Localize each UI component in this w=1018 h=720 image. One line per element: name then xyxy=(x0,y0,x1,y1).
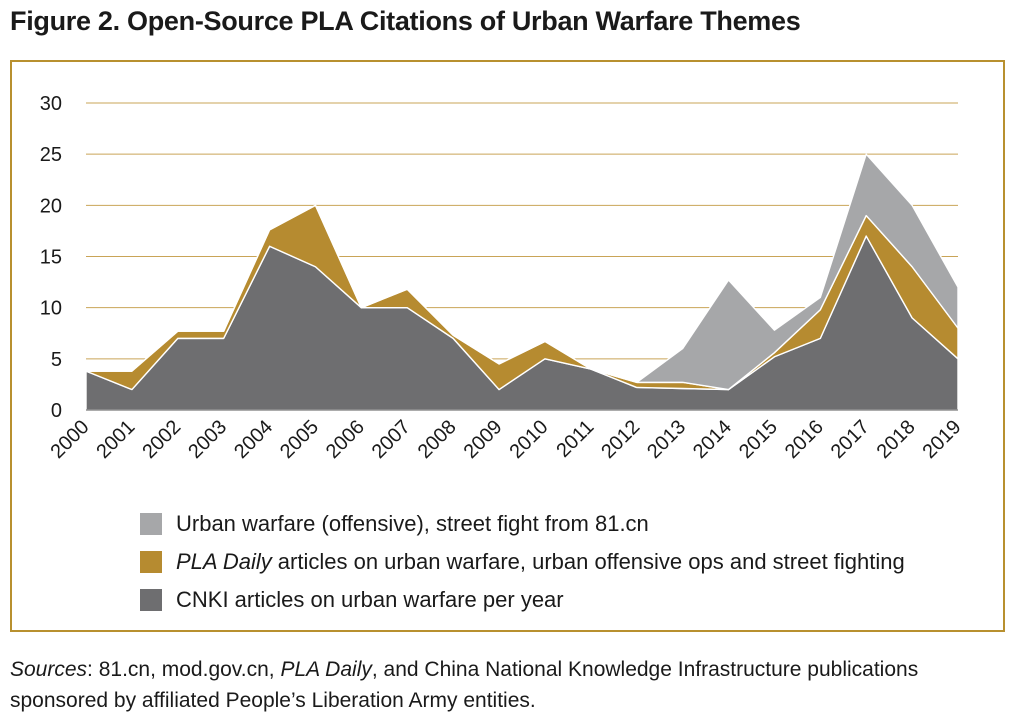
sources-note: Sources: 81.cn, mod.gov.cn, PLA Daily, a… xyxy=(10,654,1010,716)
x-tick-label-2009: 2009 xyxy=(460,416,507,463)
y-tick-label-30: 30 xyxy=(40,93,62,115)
legend-label-pla-daily: articles on urban warfare, urban offensi… xyxy=(277,549,905,574)
y-tick-label-0: 0 xyxy=(51,400,62,422)
legend-label-offensive: Urban warfare (offensive), street fight … xyxy=(176,511,649,536)
y-tick-label-10: 10 xyxy=(40,298,62,320)
y-tick-label-15: 15 xyxy=(40,247,62,269)
x-tick-label-2010: 2010 xyxy=(505,416,552,463)
legend-item-pla-daily: PLA Daily articles on urban warfare, urb… xyxy=(140,543,905,581)
area-offensive xyxy=(85,153,959,391)
x-tick-label-2012: 2012 xyxy=(597,416,644,463)
figure-title: Figure 2. Open-Source PLA Citations of U… xyxy=(10,6,801,36)
x-tick-label-2008: 2008 xyxy=(414,416,461,463)
x-tick-label-2007: 2007 xyxy=(368,416,415,463)
sources-text-1: : 81.cn, mod.gov.cn, xyxy=(87,658,281,681)
legend-item-offensive: Urban warfare (offensive), street fight … xyxy=(140,505,905,543)
y-tick-label-25: 25 xyxy=(40,144,62,166)
legend-swatch-cnki xyxy=(140,589,162,611)
x-tick-label-2001: 2001 xyxy=(92,416,139,463)
legend-swatch-pla-daily xyxy=(140,551,162,573)
x-tick-label-2016: 2016 xyxy=(781,416,828,463)
legend-item-cnki: CNKI articles on urban warfare per year xyxy=(140,581,905,619)
x-tick-label-2000: 2000 xyxy=(47,416,94,463)
x-tick-label-2013: 2013 xyxy=(643,416,690,463)
x-tick-label-2011: 2011 xyxy=(552,416,598,462)
x-tick-label-2018: 2018 xyxy=(873,416,920,463)
chart-legend: Urban warfare (offensive), street fight … xyxy=(140,505,905,619)
y-tick-label-5: 5 xyxy=(51,349,62,371)
legend-swatch-offensive xyxy=(140,513,162,535)
legend-label-cnki: CNKI articles on urban warfare per year xyxy=(176,587,564,612)
sources-italic: PLA Daily xyxy=(280,658,372,681)
x-tick-label-2002: 2002 xyxy=(138,416,185,463)
chart-frame xyxy=(10,60,1005,632)
x-tick-label-2019: 2019 xyxy=(919,416,966,463)
x-tick-label-2014: 2014 xyxy=(689,416,736,463)
stacked-area-chart: 0 5 10 15 20 25 30 2000200120022003200420052006… xyxy=(40,93,966,463)
x-tick-label-2006: 2006 xyxy=(322,416,369,463)
x-tick-label-2015: 2015 xyxy=(735,416,782,463)
y-tick-label-20: 20 xyxy=(40,195,62,217)
x-tick-label-2003: 2003 xyxy=(184,416,231,463)
legend-label-pla-daily-italic: PLA Daily xyxy=(176,549,272,574)
sources-text-2: , and China National Knowledge Infrastru… xyxy=(10,658,919,712)
x-tick-label-2005: 2005 xyxy=(276,416,323,463)
x-tick-label-2017: 2017 xyxy=(827,416,874,463)
sources-label: Sources xyxy=(10,658,88,681)
x-tick-label-2004: 2004 xyxy=(230,416,277,463)
